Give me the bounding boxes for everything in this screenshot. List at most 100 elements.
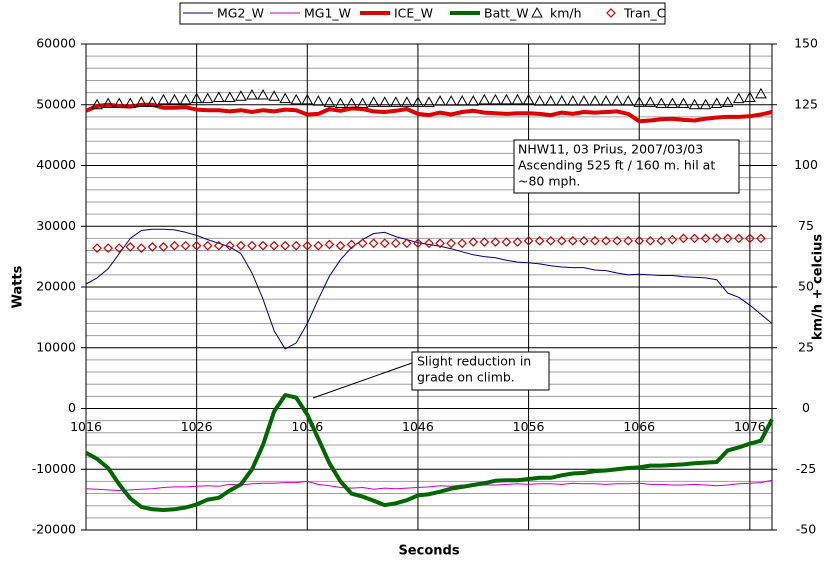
diamond-marker xyxy=(291,240,302,251)
annotation-text: ~80 mph. xyxy=(518,174,580,189)
diamond-marker xyxy=(379,238,390,249)
triangle-marker xyxy=(146,96,159,107)
triangle-marker xyxy=(445,95,457,106)
triangle-marker xyxy=(268,90,280,101)
triangle-marker xyxy=(655,97,668,109)
annotation-text: Ascending 525 ft / 160 m. hil at xyxy=(518,158,715,173)
series-line xyxy=(85,479,773,491)
diamond-marker xyxy=(523,235,534,246)
diamond-marker xyxy=(606,8,616,18)
diamond-marker xyxy=(512,237,523,247)
annotation-text: NHW11, 03 Prius, 2007/03/03 xyxy=(518,142,703,157)
triangle-marker xyxy=(721,96,734,107)
y-tick-label: 60000 xyxy=(36,36,76,51)
series-line xyxy=(85,102,773,124)
diamond-marker xyxy=(534,235,545,246)
y-tick-label: -20000 xyxy=(32,522,76,537)
y2-tick-label: 150 xyxy=(794,36,818,51)
triangle-marker xyxy=(578,95,590,106)
diamond-marker xyxy=(147,242,158,252)
y-tick-label: 20000 xyxy=(36,279,76,294)
diamond-marker xyxy=(700,233,711,244)
diamond-marker xyxy=(446,238,456,249)
triangle-marker xyxy=(135,96,148,107)
triangle-marker xyxy=(522,93,535,105)
diamond-marker xyxy=(302,240,313,251)
triangle-marker xyxy=(644,96,657,107)
x-tick-label: 1056 xyxy=(513,419,545,434)
y2-tick-label: 75 xyxy=(798,218,814,233)
y2-tick-label: 125 xyxy=(794,96,818,111)
triangle-marker xyxy=(500,93,513,105)
diamond-marker xyxy=(711,233,722,244)
legend-label: MG1_W xyxy=(304,6,351,21)
triangle-marker xyxy=(511,93,524,105)
diamond-marker xyxy=(280,240,291,251)
triangle-marker xyxy=(600,95,612,106)
triangle-marker xyxy=(378,96,391,107)
triangle-marker xyxy=(312,95,325,106)
diamond-marker xyxy=(612,235,622,246)
y2-tick-label: 50 xyxy=(798,279,814,294)
triangle-marker xyxy=(257,89,269,100)
triangle-marker xyxy=(434,95,446,106)
triangle-marker xyxy=(279,92,292,104)
triangle-marker xyxy=(744,91,756,102)
triangle-marker xyxy=(478,93,491,105)
diamond-marker xyxy=(313,240,324,251)
legend-box xyxy=(179,2,666,25)
diamond-marker xyxy=(269,240,279,251)
y-tick-label: -10000 xyxy=(32,461,76,476)
triangle-marker xyxy=(611,95,623,106)
triangle-marker xyxy=(323,96,336,107)
triangle-marker xyxy=(124,97,137,109)
triangle-marker xyxy=(345,97,358,109)
legend-label: Batt_W xyxy=(484,6,529,21)
diamond-marker xyxy=(402,238,412,249)
diamond-marker xyxy=(357,238,368,249)
x-tick-label: 1036 xyxy=(291,419,323,434)
diamond-marker xyxy=(590,235,600,246)
triangle-marker xyxy=(223,91,236,102)
diamond-marker xyxy=(645,235,656,246)
diamond-marker xyxy=(656,235,667,246)
diamond-marker xyxy=(479,237,490,247)
diamond-marker xyxy=(191,240,202,251)
legend-label: MG2_W xyxy=(217,6,264,21)
diamond-marker xyxy=(180,240,191,251)
triangle-marker xyxy=(688,98,701,110)
diamond-marker xyxy=(567,235,578,246)
diamond-marker xyxy=(490,237,501,247)
y2-tick-label: 100 xyxy=(794,157,818,172)
diamond-marker xyxy=(601,235,611,246)
x-axis-title: Seconds xyxy=(398,544,459,559)
triangle-marker xyxy=(356,97,369,109)
diamond-marker xyxy=(136,243,147,253)
diamond-marker xyxy=(424,238,434,249)
triangle-marker xyxy=(190,92,203,104)
triangle-marker xyxy=(732,92,745,104)
triangle-marker xyxy=(301,93,314,105)
diamond-marker xyxy=(501,237,512,247)
y-axis-title: Watts xyxy=(11,265,26,308)
diamond-marker xyxy=(224,240,235,251)
diamond-marker xyxy=(92,243,102,253)
diamond-marker xyxy=(213,240,224,251)
y2-tick-label: -25 xyxy=(796,461,816,476)
y-tick-label: 50000 xyxy=(36,96,76,111)
series-line xyxy=(85,228,773,350)
triangle-marker xyxy=(290,93,303,105)
y-tick-label: 0 xyxy=(68,400,76,415)
triangle-marker xyxy=(113,97,126,109)
diamond-marker xyxy=(258,240,268,251)
diamond-marker xyxy=(390,238,401,249)
triangle-marker xyxy=(334,97,347,109)
y-tick-label: 30000 xyxy=(36,218,76,233)
legend-label: ICE_W xyxy=(394,6,433,21)
triangle-marker xyxy=(168,93,181,105)
triangle-marker xyxy=(157,93,170,105)
triangle-marker xyxy=(91,98,103,110)
triangle-marker xyxy=(566,95,579,106)
y2-tick-label: 25 xyxy=(798,339,814,354)
